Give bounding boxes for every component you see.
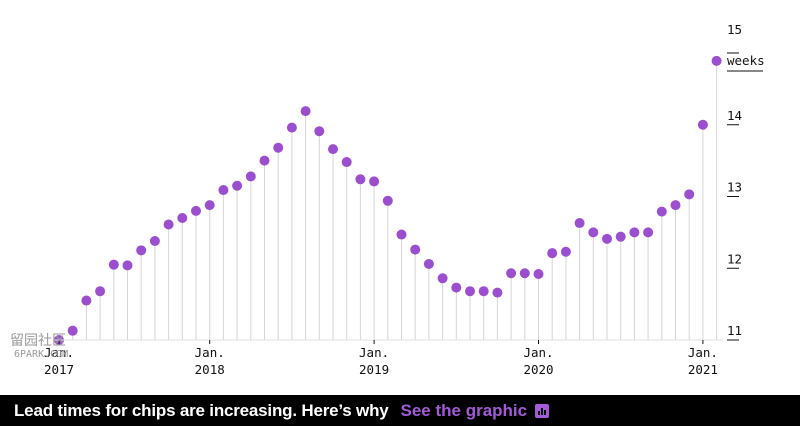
data-point (423, 258, 434, 269)
data-point (149, 235, 160, 246)
data-point (602, 233, 612, 244)
data-point (451, 282, 462, 293)
data-point (81, 295, 92, 306)
x-tick-month: Jan. (523, 345, 553, 360)
see-graphic-link[interactable]: See the graphic (400, 400, 528, 420)
data-point (122, 260, 133, 271)
x-tick-month: Jan. (688, 345, 718, 360)
data-point (369, 176, 380, 187)
data-point (492, 287, 503, 298)
data-point (245, 171, 256, 182)
data-point (465, 286, 475, 297)
data-point (67, 325, 78, 336)
data-point (643, 227, 654, 238)
bar-chart-icon[interactable] (535, 403, 550, 418)
y-tick-label: 14 (727, 108, 742, 123)
data-point (506, 268, 517, 279)
data-point (437, 273, 448, 284)
data-point (533, 268, 544, 279)
data-point (163, 219, 174, 230)
data-point (396, 229, 407, 240)
x-tick-year: 2017 (44, 362, 74, 377)
banner-headline: Lead times for chips are increasing. Her… (14, 400, 389, 420)
lead-time-chart: 11 12 13 14 15 weeks Jan. 2017 Jan. 2018 Jan. 2019 J… (10, 22, 765, 377)
data-point (410, 244, 421, 255)
data-point (328, 144, 338, 155)
data-point (615, 231, 626, 242)
data-point (547, 248, 558, 259)
data-point (191, 205, 201, 216)
data-point (711, 55, 722, 66)
x-tick-year: 2019 (359, 362, 389, 377)
watermark-text: 留园社区 (10, 333, 66, 349)
data-point (259, 155, 270, 166)
data-point (95, 286, 106, 297)
data-point (519, 268, 530, 279)
data-point (341, 157, 352, 168)
y-tick-label: 11 (727, 323, 742, 338)
data-point (588, 227, 599, 238)
data-point (697, 119, 708, 130)
data-point (108, 259, 119, 270)
data-point (670, 200, 681, 211)
x-tick-month: Jan. (359, 345, 389, 360)
data-point (177, 213, 188, 224)
y-tick-label: 13 (727, 180, 742, 195)
y-tick-label: 12 (727, 251, 742, 266)
data-point (286, 122, 297, 133)
data-point (560, 246, 571, 257)
watermark-sub: 6PARK.COM (14, 349, 68, 360)
data-point (629, 227, 640, 238)
data-point (382, 195, 393, 206)
y-unit-label: weeks (727, 53, 765, 68)
data-point (218, 185, 229, 196)
data-point (136, 245, 147, 256)
data-point (232, 180, 243, 191)
x-tick-month: Jan. (195, 345, 225, 360)
data-point (478, 286, 489, 297)
y-tick-label: 15 (727, 22, 742, 37)
data-point (273, 142, 284, 153)
promo-banner[interactable]: Lead times for chips are increasing. Her… (0, 395, 800, 426)
data-point (656, 206, 667, 217)
data-point (314, 126, 325, 137)
x-tick-year: 2020 (523, 362, 553, 377)
x-tick-month: Jan. (44, 345, 74, 360)
x-tick-year: 2021 (688, 362, 718, 377)
x-tick-year: 2018 (195, 362, 225, 377)
data-point (574, 218, 585, 229)
data-point (355, 174, 366, 185)
data-point (204, 200, 215, 211)
data-point (300, 106, 311, 117)
data-point (684, 189, 695, 200)
